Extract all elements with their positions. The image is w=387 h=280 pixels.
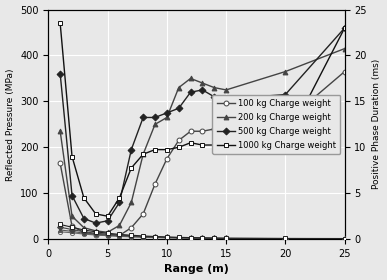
Legend: 100 kg Charge weight, 200 kg Charge weight, 500 kg Charge weight, 1000 kg Charge: 100 kg Charge weight, 200 kg Charge weig… [212, 95, 341, 154]
Y-axis label: Reflected Pressure (MPa): Reflected Pressure (MPa) [5, 68, 15, 181]
Y-axis label: Positive Phase Duration (ms): Positive Phase Duration (ms) [372, 59, 382, 190]
X-axis label: Range (m): Range (m) [164, 264, 229, 274]
